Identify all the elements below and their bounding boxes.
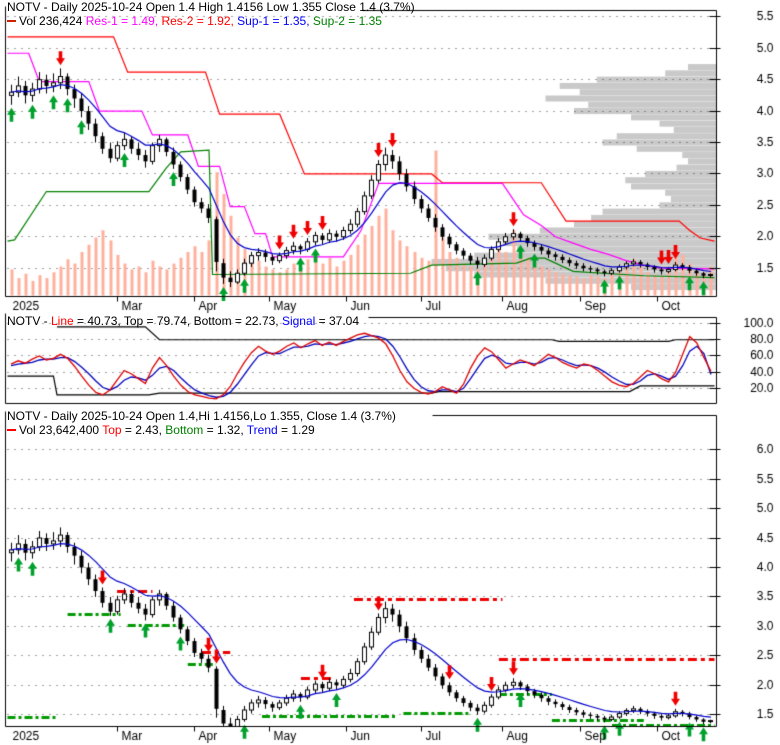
legend-line-marker — [7, 20, 16, 22]
panel3-title: NOTV - Daily 2025-10-24 Open 1.4,Hi 1.41… — [7, 409, 396, 423]
legend-line-marker — [7, 429, 16, 431]
legend-segment: Top — [102, 423, 122, 437]
legend-segment: Res-2 = 1.92, — [161, 14, 238, 28]
legend-segment: Vol 236,424 — [19, 14, 86, 28]
legend-segment: = 40.73, Top = 79.74, Bottom = 22.73, — [73, 314, 282, 328]
legend-segment: Bottom — [165, 423, 204, 437]
panel1-legend: Vol 236,424 Res-1 = 1.49, Res-2 = 1.92, … — [7, 15, 382, 28]
legend-segment: = 37.04 — [315, 314, 360, 328]
legend-segment: Sup-2 = 1.35 — [312, 14, 382, 28]
legend-segment: Sup-1 = 1.35, — [237, 14, 313, 28]
legend-segment: Trend — [246, 423, 278, 437]
panel3-legend: Vol 23,642,400 Top = 2.43, Bottom = 1.32… — [7, 424, 315, 437]
legend-segment: NOTV - — [7, 314, 51, 328]
legend-segment: = 1.32, — [203, 423, 247, 437]
legend-segment: Signal — [281, 314, 316, 328]
legend-segment: = 1.29 — [277, 423, 315, 437]
legend-segment: = 2.43, — [121, 423, 166, 437]
legend-segment: Line — [51, 314, 74, 328]
legend-segment: Vol 23,642,400 — [19, 423, 103, 437]
panel1-title: NOTV - Daily 2025-10-24 Open 1.4 High 1.… — [7, 0, 415, 14]
legend-segment: Res-1 = 1.49, — [85, 14, 162, 28]
panel2-title: NOTV - Line = 40.73, Top = 79.74, Bottom… — [7, 315, 359, 328]
